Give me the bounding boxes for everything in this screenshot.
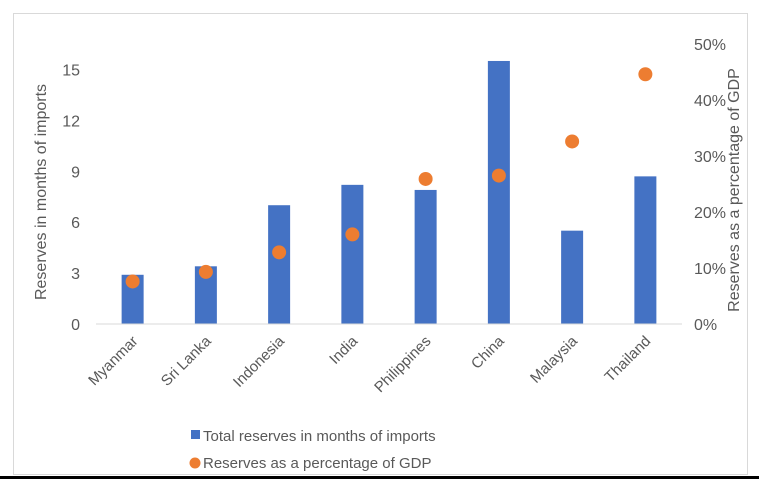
bar bbox=[268, 205, 291, 324]
left-tick-label: 15 bbox=[62, 62, 80, 79]
point bbox=[491, 168, 506, 183]
point bbox=[198, 264, 213, 279]
right-tick-label: 0% bbox=[694, 317, 717, 334]
right-axis-ticks: 0% 10% 20% 30% 40% 50% bbox=[694, 37, 726, 334]
x-tick-label: Sri Lanka bbox=[158, 332, 215, 389]
bottom-rule bbox=[0, 476, 759, 479]
bar bbox=[634, 176, 657, 324]
bar bbox=[561, 230, 584, 324]
left-tick-label: 6 bbox=[71, 215, 80, 232]
x-tick-label: Indonesia bbox=[230, 332, 288, 390]
chart-frame bbox=[13, 13, 748, 475]
right-tick-label: 50% bbox=[694, 37, 726, 54]
points-layer bbox=[125, 67, 653, 289]
legend: Total reserves in months of imports Rese… bbox=[189, 428, 436, 472]
point bbox=[418, 171, 433, 186]
point bbox=[345, 227, 360, 242]
bar bbox=[194, 266, 217, 324]
right-axis-title: Reserves as a percentage of GDP bbox=[726, 68, 743, 312]
bar bbox=[121, 274, 144, 324]
left-axis-title: Reserves in months of imports bbox=[33, 84, 50, 300]
point bbox=[272, 245, 287, 260]
legend-swatch-point bbox=[189, 457, 201, 469]
x-tick-label: Malaysia bbox=[527, 332, 581, 386]
right-tick-label: 40% bbox=[694, 93, 726, 110]
bar bbox=[341, 184, 364, 324]
bar bbox=[487, 60, 510, 324]
x-tick-label: Philippines bbox=[371, 333, 434, 396]
point bbox=[125, 274, 140, 289]
left-tick-label: 0 bbox=[71, 317, 80, 334]
x-tick-label: Myanmar bbox=[85, 333, 141, 389]
x-tick-label: Thailand bbox=[601, 333, 654, 386]
legend-label-bar: Total reserves in months of imports bbox=[203, 428, 436, 445]
right-tick-label: 20% bbox=[694, 205, 726, 222]
left-tick-label: 3 bbox=[71, 266, 80, 283]
bars-layer bbox=[121, 60, 657, 324]
point bbox=[638, 67, 653, 82]
right-tick-label: 30% bbox=[694, 149, 726, 166]
x-tick-label: China bbox=[468, 332, 508, 372]
legend-swatch-bar bbox=[191, 430, 200, 439]
right-tick-label: 10% bbox=[694, 261, 726, 278]
bar bbox=[414, 189, 437, 324]
left-axis-ticks: 0 3 6 9 12 15 bbox=[62, 62, 80, 334]
left-tick-label: 9 bbox=[71, 164, 80, 181]
left-tick-label: 12 bbox=[62, 113, 80, 130]
x-tick-label: India bbox=[326, 332, 361, 367]
x-axis-ticks: Myanmar Sri Lanka Indonesia India Philippine… bbox=[85, 332, 654, 396]
legend-label-point: Reserves as a percentage of GDP bbox=[203, 455, 431, 472]
point bbox=[565, 134, 580, 149]
